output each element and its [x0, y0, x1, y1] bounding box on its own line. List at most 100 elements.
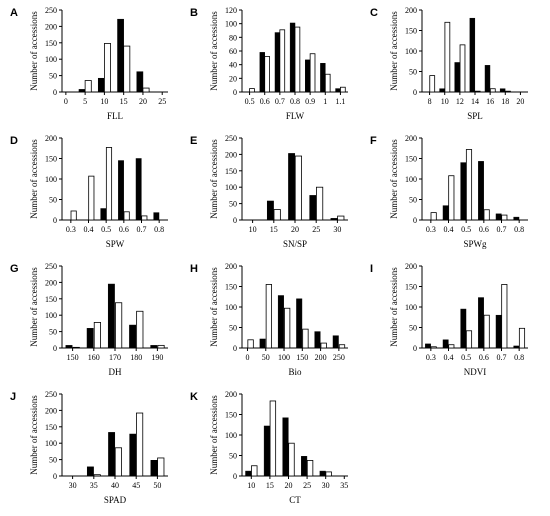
- y-axis-label: Number of accessions: [389, 11, 399, 91]
- bar-filled: [439, 88, 445, 93]
- bar-open: [84, 80, 92, 93]
- y-tick-label: 150: [45, 39, 57, 48]
- x-axis-label: SPW: [106, 239, 125, 249]
- bar-open: [465, 330, 473, 349]
- bar-filled: [277, 295, 284, 349]
- x-tick-label: 0.3: [426, 353, 436, 362]
- bar-open: [337, 215, 345, 221]
- bar-filled: [108, 432, 116, 477]
- bar-open: [247, 339, 254, 349]
- x-tick-label: 0.7: [497, 225, 507, 234]
- x-tick-label: 0: [64, 97, 68, 106]
- panel-c: C 0 50 100 150 200 Number of accessions 8 10 12 14…: [370, 6, 528, 121]
- x-tick-label: 0.9: [305, 97, 315, 106]
- bar-filled: [136, 71, 144, 93]
- x-tick-label: 0.6: [479, 353, 489, 362]
- x-tick-label: 25: [312, 225, 320, 234]
- bar-open: [294, 26, 301, 93]
- bar-open: [279, 29, 286, 93]
- y-tick-label: 200: [405, 6, 417, 15]
- x-tick-label: 20: [291, 225, 299, 234]
- x-tick-label: 50: [153, 481, 161, 490]
- x-tick-label: 0: [245, 353, 249, 362]
- bar-filled: [259, 52, 265, 93]
- y-tick-label: 100: [225, 431, 237, 440]
- x-tick-label: 0.6: [119, 225, 129, 234]
- bar-filled: [282, 417, 289, 477]
- y-tick-label: 250: [225, 134, 237, 143]
- y-tick-label: 150: [225, 167, 237, 176]
- y-tick-label: 100: [45, 175, 57, 184]
- x-tick-label: 150: [296, 353, 308, 362]
- bar-open: [483, 314, 490, 349]
- y-tick-label: 0: [233, 472, 237, 481]
- bar-filled: [86, 466, 94, 477]
- bar-filled: [305, 59, 311, 93]
- y-tick-label: 200: [225, 390, 237, 399]
- y-tick-label: 50: [409, 196, 417, 205]
- x-tick-label: 30: [69, 481, 77, 490]
- x-axis-label: NDVI: [464, 367, 487, 377]
- x-tick-label: 0.5: [245, 97, 255, 106]
- y-axis-label: Number of accessions: [389, 267, 399, 347]
- panel-k: K 0 50 100 150 200 Number of accessions 10 15 20 2…: [190, 390, 348, 505]
- y-tick-label: 150: [45, 295, 57, 304]
- bar-open: [264, 56, 270, 93]
- panel-letter: A: [10, 7, 18, 19]
- x-tick-label: 20: [516, 97, 524, 106]
- x-tick-label: 0.7: [497, 353, 507, 362]
- x-tick-label: 10: [441, 97, 449, 106]
- bar-filled: [425, 343, 431, 349]
- x-tick-label: 14: [471, 97, 479, 106]
- bar-filled: [332, 335, 339, 349]
- x-tick-label: 0.6: [260, 97, 270, 106]
- bar-filled: [335, 88, 341, 93]
- y-axis-label: Number of accessions: [209, 139, 219, 219]
- y-tick-label: 250: [45, 390, 57, 399]
- panel-letter: I: [370, 263, 373, 275]
- y-tick-label: 0: [413, 344, 417, 353]
- bar-open: [294, 155, 302, 221]
- bar-open: [459, 44, 466, 93]
- y-tick-label: 200: [405, 134, 417, 143]
- x-tick-label: 170: [109, 353, 121, 362]
- bar-open: [93, 322, 101, 349]
- bar-filled: [442, 205, 449, 221]
- bar-filled: [107, 283, 115, 349]
- panel-h: H 0 50 100 150 200 Number of accessions 0 50 100 1…: [190, 262, 348, 377]
- x-tick-label: 35: [90, 481, 98, 490]
- panel-letter: K: [190, 391, 198, 403]
- bar-open: [483, 209, 490, 221]
- x-tick-label: 0.3: [426, 225, 436, 234]
- x-tick-label: 0.5: [461, 353, 471, 362]
- bar-open: [288, 442, 295, 477]
- x-tick-label: 5: [83, 97, 87, 106]
- bar-open: [430, 212, 437, 221]
- bar-open: [114, 447, 122, 477]
- bar-open: [429, 75, 436, 93]
- y-tick-label: 150: [45, 423, 57, 432]
- bar-open: [338, 344, 346, 349]
- bar-open: [269, 400, 277, 477]
- x-tick-label: 0.5: [461, 225, 471, 234]
- panel-letter: H: [190, 263, 198, 275]
- y-tick-label: 100: [405, 47, 417, 56]
- bar-open: [430, 346, 437, 349]
- y-tick-label: 200: [45, 134, 57, 143]
- y-tick-label: 50: [229, 452, 237, 461]
- x-axis-label: FLL: [107, 111, 123, 121]
- x-tick-label: 250: [333, 353, 345, 362]
- bar-open: [141, 215, 148, 221]
- y-axis-label: Number of accessions: [209, 267, 219, 347]
- y-tick-label: 0: [233, 88, 237, 97]
- bar-filled: [153, 212, 160, 221]
- x-tick-label: 0.8: [514, 225, 524, 234]
- y-tick-label: 200: [225, 150, 237, 159]
- bar-open: [136, 310, 144, 349]
- y-tick-label: 200: [45, 22, 57, 31]
- x-tick-label: 15: [270, 225, 278, 234]
- bar-filled: [460, 308, 467, 349]
- y-axis-label: Number of accessions: [29, 139, 39, 219]
- x-tick-label: 0.4: [444, 225, 454, 234]
- panel-letter: F: [370, 135, 377, 147]
